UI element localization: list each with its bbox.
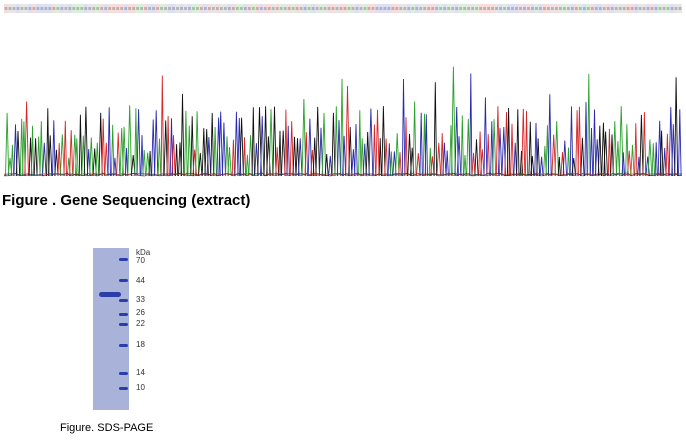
marker-label-70: 70 [136, 256, 145, 265]
sequence-strip [4, 4, 682, 13]
marker-label-18: 18 [136, 340, 145, 349]
sds-page-caption: Figure. SDS-PAGE [60, 422, 154, 434]
marker-label-26: 26 [136, 308, 145, 317]
marker-label-44: 44 [136, 276, 145, 285]
marker-band-33 [119, 299, 128, 302]
chromatogram-trace [4, 66, 683, 177]
marker-label-33: 33 [136, 295, 145, 304]
marker-label-14: 14 [136, 368, 145, 377]
marker-band-70 [119, 258, 128, 261]
marker-label-22: 22 [136, 319, 145, 328]
sample-band [99, 292, 121, 297]
marker-label-10: 10 [136, 383, 145, 392]
gene-sequencing-caption: Figure . Gene Sequencing (extract) [2, 192, 251, 209]
marker-band-22 [119, 323, 128, 326]
marker-band-10 [119, 387, 128, 390]
marker-band-44 [119, 279, 128, 282]
gel-lane [93, 248, 129, 410]
marker-band-26 [119, 313, 128, 316]
kda-unit-label: kDa [136, 248, 151, 257]
sds-page-gel: kDa 70 44 33 26 22 18 14 10 [90, 244, 180, 410]
marker-band-18 [119, 344, 128, 347]
marker-band-14 [119, 372, 128, 375]
